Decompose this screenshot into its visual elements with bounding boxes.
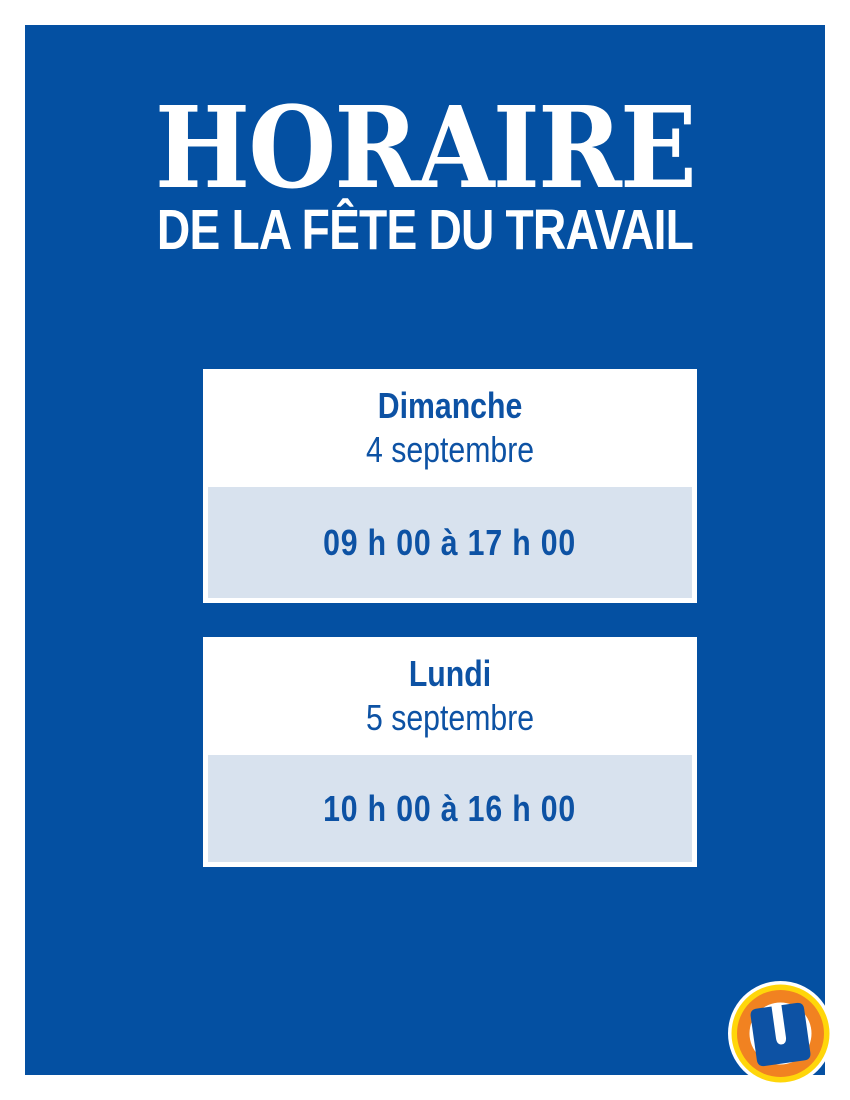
hours-label: 10 h 00 à 16 h 00 [323, 787, 577, 829]
hours-label: 09 h 00 à 17 h 00 [323, 521, 577, 563]
hours-panel: 10 h 00 à 16 h 00 [208, 755, 692, 862]
date-label: 4 septembre [365, 429, 535, 470]
date-label: 5 septembre [365, 697, 535, 738]
hours-panel: 09 h 00 à 17 h 00 [208, 487, 692, 598]
day-label: Lundi [408, 653, 492, 695]
schedule-card-sunday: Dimanche 4 septembre 09 h 00 à 17 h 00 [203, 369, 697, 603]
uniprix-u-logo-icon [728, 981, 833, 1086]
blue-panel: HORAIRE DE LA FÊTE DU TRAVAIL Dimanche 4… [25, 25, 833, 1086]
schedule-card-header: Lundi 5 septembre [203, 637, 697, 755]
poster-title: HORAIRE [154, 83, 697, 214]
schedule-card-header: Dimanche 4 septembre [203, 369, 697, 487]
schedule-card-monday: Lundi 5 septembre 10 h 00 à 16 h 00 [203, 637, 697, 867]
day-label: Dimanche [377, 385, 523, 427]
poster-subtitle: DE LA FÊTE DU TRAVAIL [156, 198, 694, 262]
